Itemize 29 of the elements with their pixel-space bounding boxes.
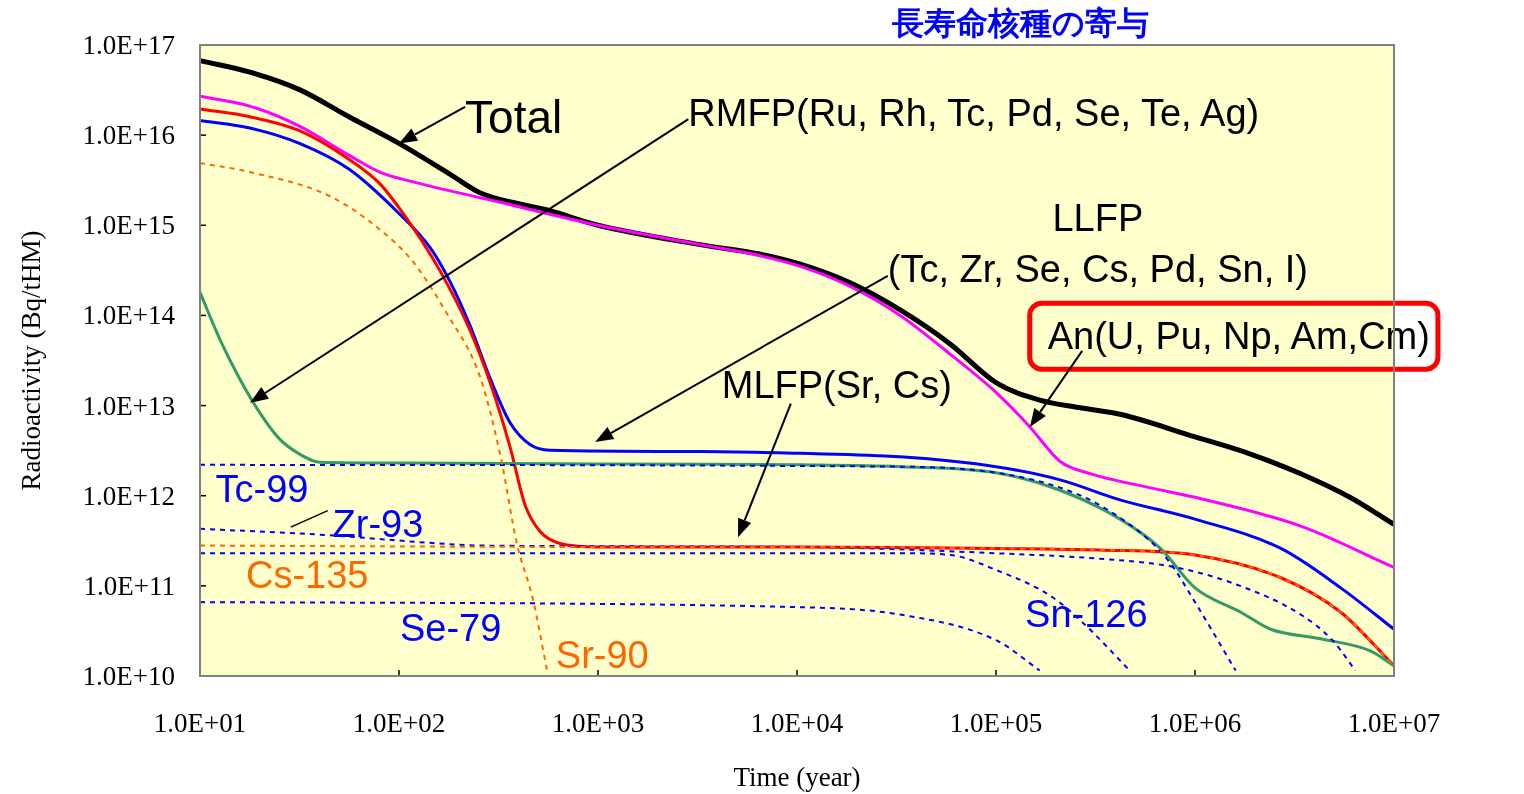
annotation: Total	[465, 91, 563, 144]
y-tick-label: 1.0E+15	[82, 210, 175, 241]
y-tick-label: 1.0E+10	[82, 661, 175, 691]
x-tick-label: 1.0E+02	[352, 708, 446, 738]
y-tick-label: 1.0E+12	[82, 480, 175, 511]
x-tick-label: 1.0E+07	[1347, 708, 1441, 738]
series-label: Sr-90	[555, 634, 649, 677]
y-axis-title: Radioactivity (Bq/tHM)	[16, 230, 46, 491]
x-axis-title: Time (year)	[733, 762, 861, 792]
x-tick-label: 1.0E+04	[750, 708, 844, 738]
y-tick-label: 1.0E+13	[82, 390, 175, 421]
annotation: LLFP (Tc, Zr, Se, Cs, Pd, Sn, I)	[887, 196, 1308, 290]
series-label: Sn-126	[1025, 593, 1148, 636]
y-tick-label: 1.0E+11	[83, 570, 175, 601]
annotation: An(U, Pu, Np, Am,Cm)	[1047, 315, 1430, 358]
series-label: Cs-135	[245, 553, 369, 596]
x-tick-label: 1.0E+03	[551, 708, 645, 738]
x-tick-label: 1.0E+01	[153, 708, 247, 738]
y-tick-label: 1.0E+14	[82, 300, 176, 331]
annotation: MLFP(Sr, Cs)	[721, 363, 952, 406]
x-tick-label: 1.0E+06	[1148, 708, 1242, 738]
annotation: RMFP(Ru, Rh, Tc, Pd, Se, Te, Ag)	[688, 91, 1260, 134]
y-tick-label: 1.0E+17	[82, 30, 175, 60]
x-tick-label: 1.0E+05	[949, 708, 1043, 738]
series-label: Se-79	[399, 607, 502, 650]
chart-title: 長寿命核種の寄与	[890, 4, 1149, 42]
y-tick-label: 1.0E+16	[82, 120, 175, 151]
series-label: Tc-99	[215, 467, 309, 510]
series-label: Zr-93	[332, 503, 424, 546]
